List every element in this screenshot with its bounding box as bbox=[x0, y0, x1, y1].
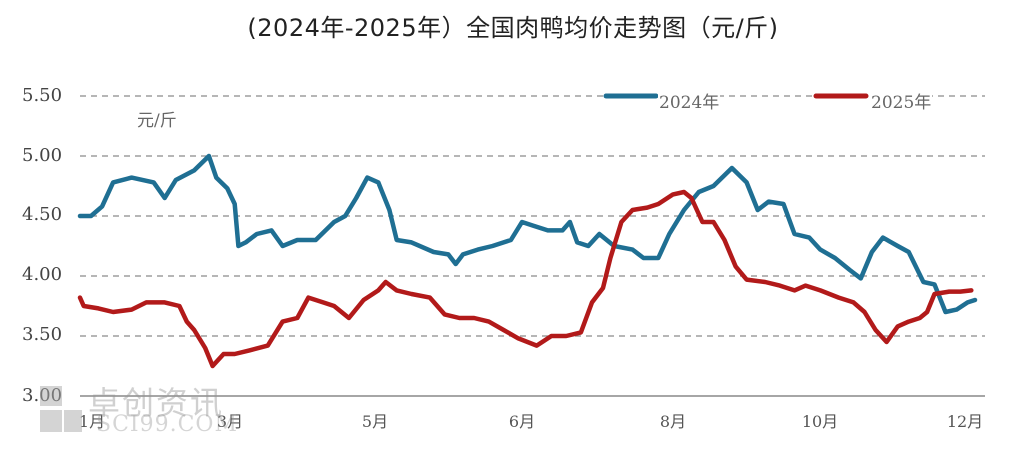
x-tick-label: 5月 bbox=[361, 412, 389, 431]
watermark-text: 卓创资讯 bbox=[88, 384, 225, 422]
y-tick-label: 4.00 bbox=[22, 264, 63, 285]
x-tick-label: 12月 bbox=[946, 412, 984, 431]
x-tick-label: 1月 bbox=[78, 412, 106, 431]
watermark-logo-block bbox=[40, 386, 62, 406]
series-line-2025年 bbox=[77, 189, 974, 369]
series-line-2024年 bbox=[77, 153, 978, 315]
y-tick-label: 4.50 bbox=[22, 204, 63, 225]
legend-swatches bbox=[603, 90, 869, 102]
watermark-logo-block bbox=[64, 410, 82, 432]
y-axis-unit-label: 元/斤 bbox=[137, 111, 177, 131]
gridlines bbox=[80, 95, 985, 337]
series-lines bbox=[77, 153, 978, 369]
x-tick-label: 8月 bbox=[659, 412, 687, 431]
y-tick-label: 5.00 bbox=[22, 145, 63, 166]
chart-title: (2024年-2025年）全国肉鸭均价走势图（元/斤) bbox=[247, 14, 779, 42]
x-tick-label: 3月 bbox=[216, 412, 244, 431]
x-tick-label: 10月 bbox=[801, 412, 839, 431]
y-tick-label: 3.50 bbox=[22, 324, 63, 345]
legend-label-2025: 2025年 bbox=[870, 88, 933, 113]
y-tick-label: 5.50 bbox=[22, 85, 63, 106]
watermark-logo-block bbox=[40, 410, 62, 432]
watermark-url: SCI99.COM bbox=[96, 412, 238, 437]
x-tick-label: 6月 bbox=[508, 412, 536, 431]
legend-label-2024: 2024年 bbox=[658, 88, 721, 113]
